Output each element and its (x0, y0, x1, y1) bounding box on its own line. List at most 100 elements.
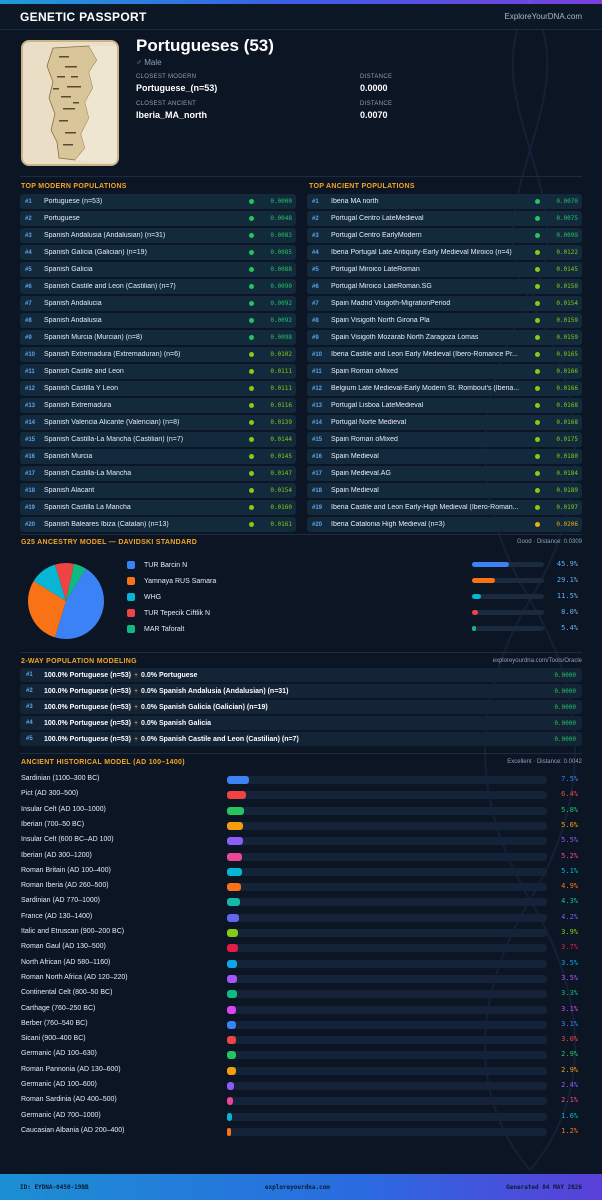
historical-bar-fill (227, 883, 242, 892)
ancient-population-row[interactable]: #12 Belgium Late Medieval-Early Modern St… (307, 381, 582, 396)
historical-bar-fill (227, 974, 238, 983)
modern-population-row[interactable]: #4 Spanish Galicia (Galician) (n=19) 0.008… (20, 245, 296, 260)
ancient-population-row[interactable]: #20 Iberia Catalonia High Medieval (n=3) 0… (307, 517, 582, 532)
ancient-population-row[interactable]: #9 Spain Visigoth Mozarab North Zaragoza … (307, 330, 582, 345)
status-dot-icon (249, 250, 254, 255)
twoway-source-b: 0.0% Spanish Galicia (141, 719, 212, 727)
footer-site-link[interactable]: exploreyourdna.com (264, 1183, 330, 1191)
historical-bar-fill (227, 913, 240, 922)
legend-swatch (127, 577, 135, 585)
population-rank: #7 (312, 300, 319, 307)
modern-population-row[interactable]: #2 Portuguese 0.0048 (20, 211, 296, 226)
ancient-population-row[interactable]: #8 Spain Visigoth North Girona Pla 0.0159 (307, 313, 582, 328)
modern-population-row[interactable]: #20 Spanish Baleares Ibiza (Catalan) (n=1… (20, 517, 296, 532)
twoway-row[interactable]: #5 100.0% Portuguese (n=53) +0.0% Spanish … (20, 732, 582, 746)
modern-population-row[interactable]: #18 Spanish Alacant 0.0154 (20, 483, 296, 498)
modern-population-row[interactable]: #7 Spanish Andalucia 0.0092 (20, 296, 296, 311)
population-distance: 0.0159 (556, 317, 578, 324)
modern-population-row[interactable]: #14 Spanish Valencia Alicante (Valencian)… (20, 415, 296, 430)
ancestry-pie-chart (28, 563, 104, 639)
status-dot-icon (249, 522, 254, 527)
historical-bar-track (227, 959, 547, 968)
population-rank: #12 (25, 385, 36, 392)
ancient-population-row[interactable]: #16 Spain Medieval 0.0180 (307, 449, 582, 464)
modern-population-row[interactable]: #19 Spanish Castilla La Mancha 0.0160 (20, 500, 296, 515)
ancient-population-row[interactable]: #1 Iberia MA north 0.0070 (307, 194, 582, 209)
modern-population-row[interactable]: #17 Spanish Castilla-La Mancha 0.0147 (20, 466, 296, 481)
status-dot-icon (249, 301, 254, 306)
historical-bar-fill (227, 821, 244, 830)
modern-population-row[interactable]: #16 Spanish Murcia 0.0145 (20, 449, 296, 464)
twoway-source-link[interactable]: exploreyourdna.com/Tools/Oracle (492, 658, 582, 664)
population-rank: #2 (25, 215, 32, 222)
ancient-population-row[interactable]: #2 Portugal Centro LateMedieval 0.0075 (307, 211, 582, 226)
ancient-population-row[interactable]: #10 Iberia Castile and Leon Early Medieva… (307, 347, 582, 362)
status-dot-icon (249, 318, 254, 323)
population-rank: #8 (312, 317, 319, 324)
historical-population-name: North African (AD 580–1160) (21, 958, 111, 966)
ancient-population-row[interactable]: #15 Spain Roman oMixed 0.0175 (307, 432, 582, 447)
ancient-population-row[interactable]: #19 Iberia Castile and Leon Early-High Me… (307, 500, 582, 515)
status-dot-icon (249, 352, 254, 357)
historical-percent: 2.1% (561, 1096, 578, 1105)
ancient-population-row[interactable]: #13 Portugal Lisboa LateMedieval 0.0168 (307, 398, 582, 413)
historical-percent: 4.3% (561, 897, 578, 906)
section-divider (20, 652, 582, 653)
ancient-population-row[interactable]: #11 Spain Roman oMixed 0.0166 (307, 364, 582, 379)
twoway-row[interactable]: #1 100.0% Portuguese (n=53) +0.0% Portugue… (20, 668, 582, 682)
population-name: Portugal Miroico LateRoman (331, 266, 420, 273)
plus-icon: + (133, 735, 139, 743)
ancient-population-row[interactable]: #3 Portugal Centro EarlyModern 0.0099 (307, 228, 582, 243)
modern-population-row[interactable]: #12 Spanish Castilla Y Leon 0.0111 (20, 381, 296, 396)
ancient-population-row[interactable]: #17 Spain Medieval.AG 0.0184 (307, 466, 582, 481)
population-name: Spanish Extremadura (Extremaduran) (n=6) (44, 351, 181, 358)
site-link[interactable]: ExploreYourDNA.com (504, 12, 582, 21)
population-name: Spanish Alacant (44, 487, 95, 494)
ancient-population-row[interactable]: #5 Portugal Miroico LateRoman 0.0145 (307, 262, 582, 277)
twoway-row[interactable]: #2 100.0% Portuguese (n=53) +0.0% Spanish … (20, 684, 582, 698)
ancient-population-row[interactable]: #14 Portugal Norte Medieval 0.0168 (307, 415, 582, 430)
historical-bar-track (227, 1005, 547, 1014)
twoway-row[interactable]: #4 100.0% Portuguese (n=53) +0.0% Spanish … (20, 716, 582, 730)
modern-population-row[interactable]: #11 Spanish Castile and Leon 0.0111 (20, 364, 296, 379)
population-distance: 0.0161 (270, 521, 292, 528)
historical-bar-track (227, 929, 547, 937)
closest-ancient-value: Iberia_MA_north (136, 110, 208, 120)
status-dot-icon (249, 488, 254, 493)
ancient-population-row[interactable]: #18 Spain Medieval 0.0189 (307, 483, 582, 498)
status-dot-icon (249, 199, 254, 204)
twoway-rank: #5 (26, 736, 33, 742)
ancient-population-row[interactable]: #7 Spain Madrid Visigoth-MigrationPeriod 0… (307, 296, 582, 311)
ancient-population-row[interactable]: #6 Portugal Miroico LateRoman.SG 0.0150 (307, 279, 582, 294)
population-rank: #18 (312, 487, 323, 494)
status-dot-icon (535, 335, 540, 340)
population-rank: #15 (312, 436, 323, 443)
population-distance: 0.0154 (556, 300, 578, 307)
modern-population-row[interactable]: #13 Spanish Extremadura 0.0116 (20, 398, 296, 413)
twoway-row[interactable]: #3 100.0% Portuguese (n=53) +0.0% Spanish … (20, 700, 582, 714)
modern-population-row[interactable]: #8 Spanish Andalusia 0.0092 (20, 313, 296, 328)
legend-swatch (127, 593, 135, 601)
modern-population-row[interactable]: #1 Portuguese (n=53) 0.0000 (20, 194, 296, 209)
historical-percent: 6.4% (561, 790, 578, 799)
modern-population-row[interactable]: #15 Spanish Castilla-La Mancha (Castilian… (20, 432, 296, 447)
ancient-distance-label: DISTANCE (360, 101, 393, 107)
population-rank: #5 (312, 266, 319, 273)
modern-population-row[interactable]: #5 Spanish Galicia 0.0088 (20, 262, 296, 277)
historical-percent: 2.4% (561, 1081, 578, 1089)
plus-icon: + (133, 719, 139, 727)
population-rank: #1 (312, 198, 319, 205)
population-distance: 0.0175 (556, 436, 578, 443)
population-distance: 0.0070 (556, 198, 578, 205)
status-dot-icon (249, 233, 254, 238)
ancient-population-row[interactable]: #4 Iberia Portugal Late Antiquity-Early M… (307, 245, 582, 260)
population-rank: #9 (312, 334, 319, 341)
historical-population-name: Carthage (760–250 BC) (21, 1004, 96, 1012)
modern-population-row[interactable]: #6 Spanish Castile and Leon (Castilian) (… (20, 279, 296, 294)
modern-population-row[interactable]: #10 Spanish Extremadura (Extremaduran) (n… (20, 347, 296, 362)
population-name: Portugal Miroico LateRoman.SG (331, 283, 432, 290)
population-rank: #11 (312, 368, 322, 375)
historical-bar-fill (227, 929, 239, 937)
modern-population-row[interactable]: #9 Spanish Murcia (Murcian) (n=8) 0.0098 (20, 330, 296, 345)
modern-population-row[interactable]: #3 Spanish Andalusia (Andalusian) (n=31) 0… (20, 228, 296, 243)
